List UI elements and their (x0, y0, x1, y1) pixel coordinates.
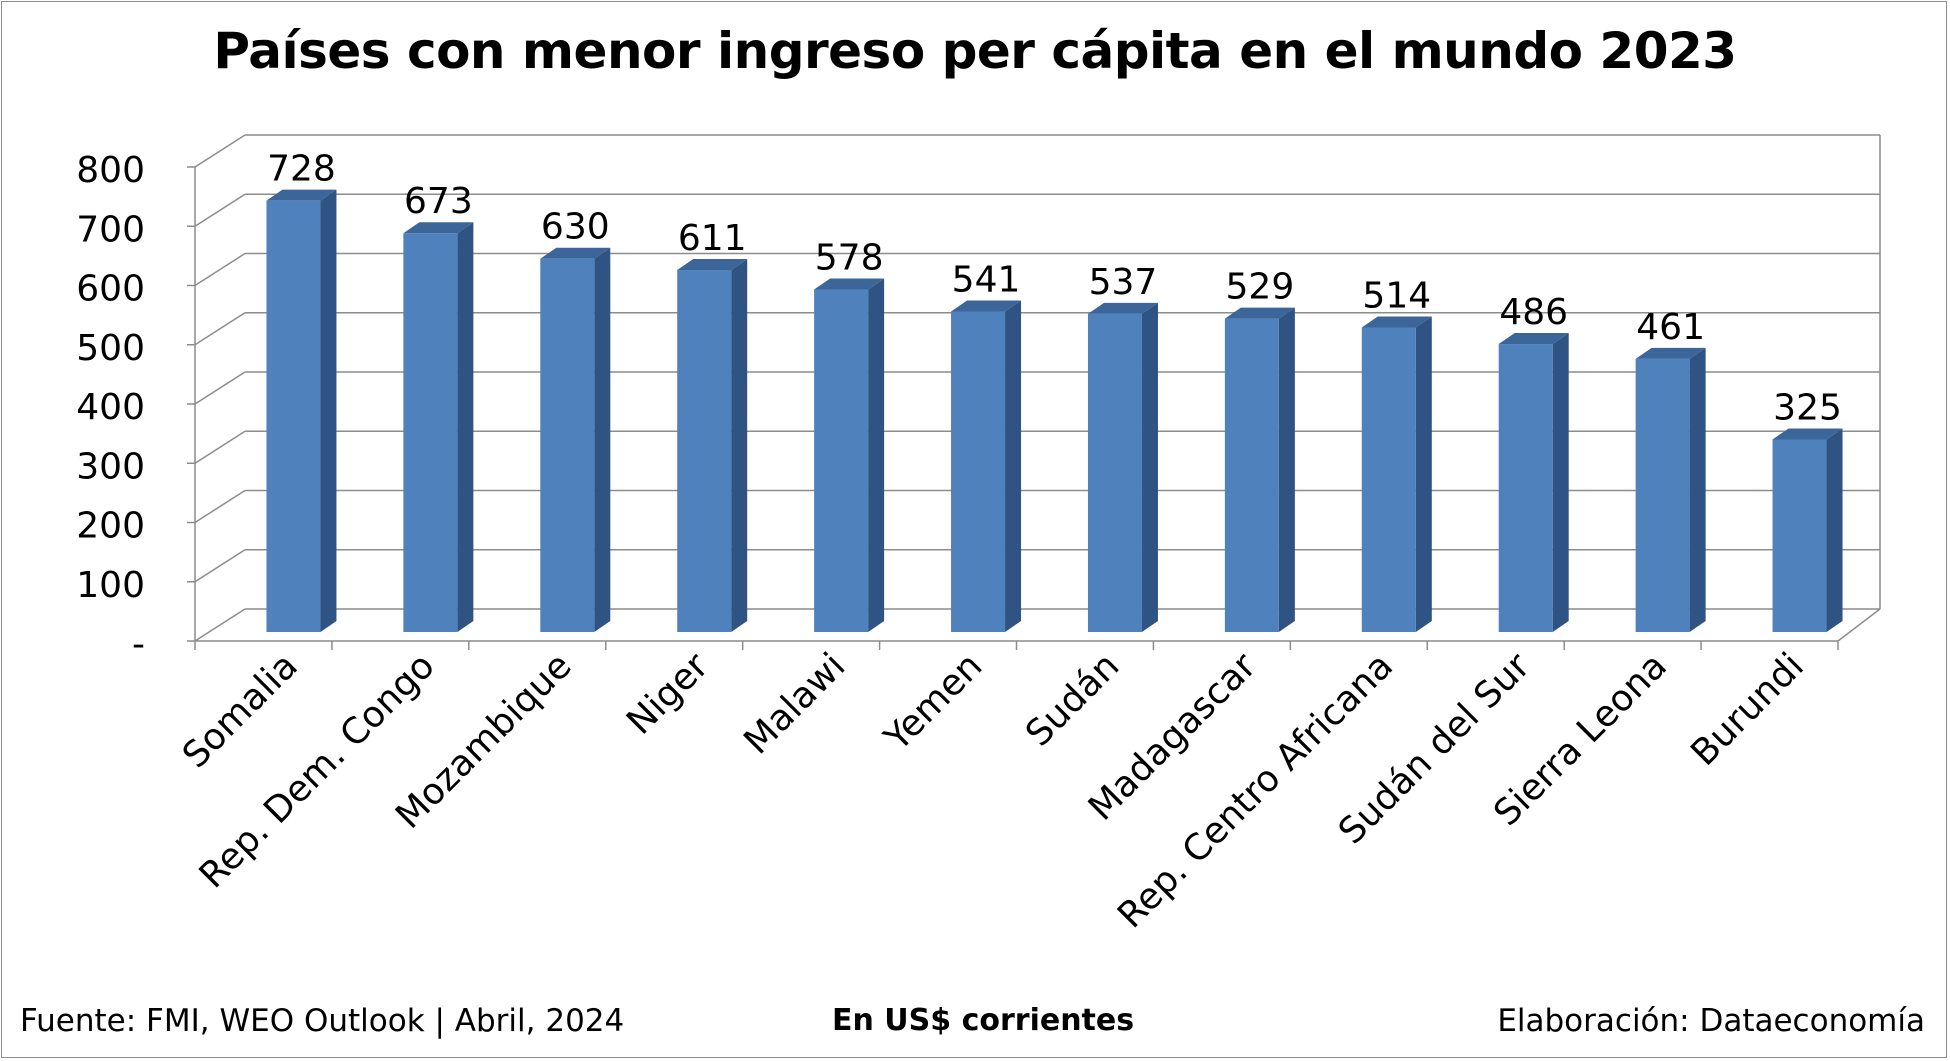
chart-title: Países con menor ingreso per cápita en e… (213, 22, 1737, 80)
bar-side (1005, 300, 1022, 632)
data-label: 541 (952, 259, 1021, 300)
bar-side (1552, 333, 1569, 632)
bar-top (540, 247, 611, 259)
bar-side (1826, 428, 1843, 632)
footer-units: En US$ corrientes (832, 1003, 1135, 1038)
gridline-diagonal (194, 371, 246, 405)
bar-top (1772, 428, 1843, 440)
y-tick-label: 200 (76, 506, 145, 547)
bar-side (457, 222, 474, 632)
footer-source: Fuente: FMI, WEO Outlook | Abril, 2024 (20, 1003, 625, 1039)
data-label: 728 (267, 149, 336, 190)
gridline-diagonal (194, 430, 246, 464)
category-label: Burundi (1683, 645, 1812, 774)
gridline-diagonal (194, 134, 246, 168)
bar-top (951, 300, 1022, 312)
gridline-diagonal (194, 549, 246, 583)
category-label: Rep. Centro Africana (1110, 645, 1401, 936)
category-label: Malawi (736, 645, 853, 762)
y-tick-label: 400 (76, 387, 145, 428)
bar-side (594, 247, 611, 632)
bar (540, 258, 595, 632)
bar (1498, 344, 1553, 632)
data-label: 578 (815, 238, 884, 279)
category-label: Sudán (1018, 645, 1127, 754)
y-tick-label: 800 (76, 150, 145, 191)
gridline-diagonal (194, 252, 246, 287)
bar-side (1278, 307, 1295, 632)
bar-side (1415, 316, 1432, 632)
bar (403, 233, 458, 632)
data-label: 514 (1362, 275, 1431, 316)
data-label: 461 (1636, 307, 1705, 348)
data-label: 537 (1089, 262, 1158, 303)
y-tick-label: 300 (76, 446, 145, 487)
bar-side (1141, 302, 1158, 632)
bar-top (1361, 316, 1432, 328)
bar (1361, 327, 1416, 632)
gridline-diagonal (194, 489, 246, 524)
bar-top (1498, 333, 1569, 345)
bar-top (1087, 302, 1158, 314)
floor-right-edge (1837, 608, 1881, 642)
y-tick-label: - (132, 624, 145, 665)
bar (1224, 318, 1279, 632)
data-label: 673 (404, 181, 473, 222)
gridline-diagonal (194, 193, 246, 227)
gridline-diagonal (194, 608, 246, 642)
data-label: 630 (541, 207, 610, 248)
data-label: 325 (1773, 387, 1842, 428)
data-label: 486 (1499, 292, 1568, 333)
bar (951, 311, 1006, 632)
bar-top (1635, 347, 1706, 359)
bar-side (868, 278, 885, 632)
bar-side (731, 258, 748, 632)
bar (1087, 313, 1142, 632)
y-tick-label: 500 (76, 328, 145, 369)
category-label: Rep. Dem. Congo (192, 645, 443, 896)
bar-top (266, 189, 337, 201)
bar-top (677, 258, 748, 270)
bar (1772, 439, 1827, 632)
bar (266, 200, 321, 632)
bar (677, 269, 732, 632)
gridline-diagonal (194, 312, 246, 346)
y-tick-label: 100 (76, 565, 145, 606)
y-tick-label: 700 (76, 209, 145, 250)
bar-top (403, 222, 474, 234)
data-label: 611 (678, 218, 747, 259)
y-tick-label: 600 (76, 269, 145, 310)
chart-plot: - 100 200 300 400 500 600 700 800 728 Somalia 673 Re… (76, 134, 1881, 936)
bar-top (814, 278, 885, 290)
category-label: Yemen (876, 645, 990, 759)
bar-side (1689, 347, 1706, 632)
bar-top (1224, 307, 1295, 319)
data-label: 529 (1226, 267, 1295, 308)
category-label: Somalia (175, 645, 306, 776)
bar-side (320, 189, 337, 632)
bar (814, 289, 869, 632)
category-label: Niger (619, 645, 717, 743)
bar (1635, 358, 1690, 632)
footer-credit: Elaboración: Dataeconomía (1497, 1003, 1925, 1039)
